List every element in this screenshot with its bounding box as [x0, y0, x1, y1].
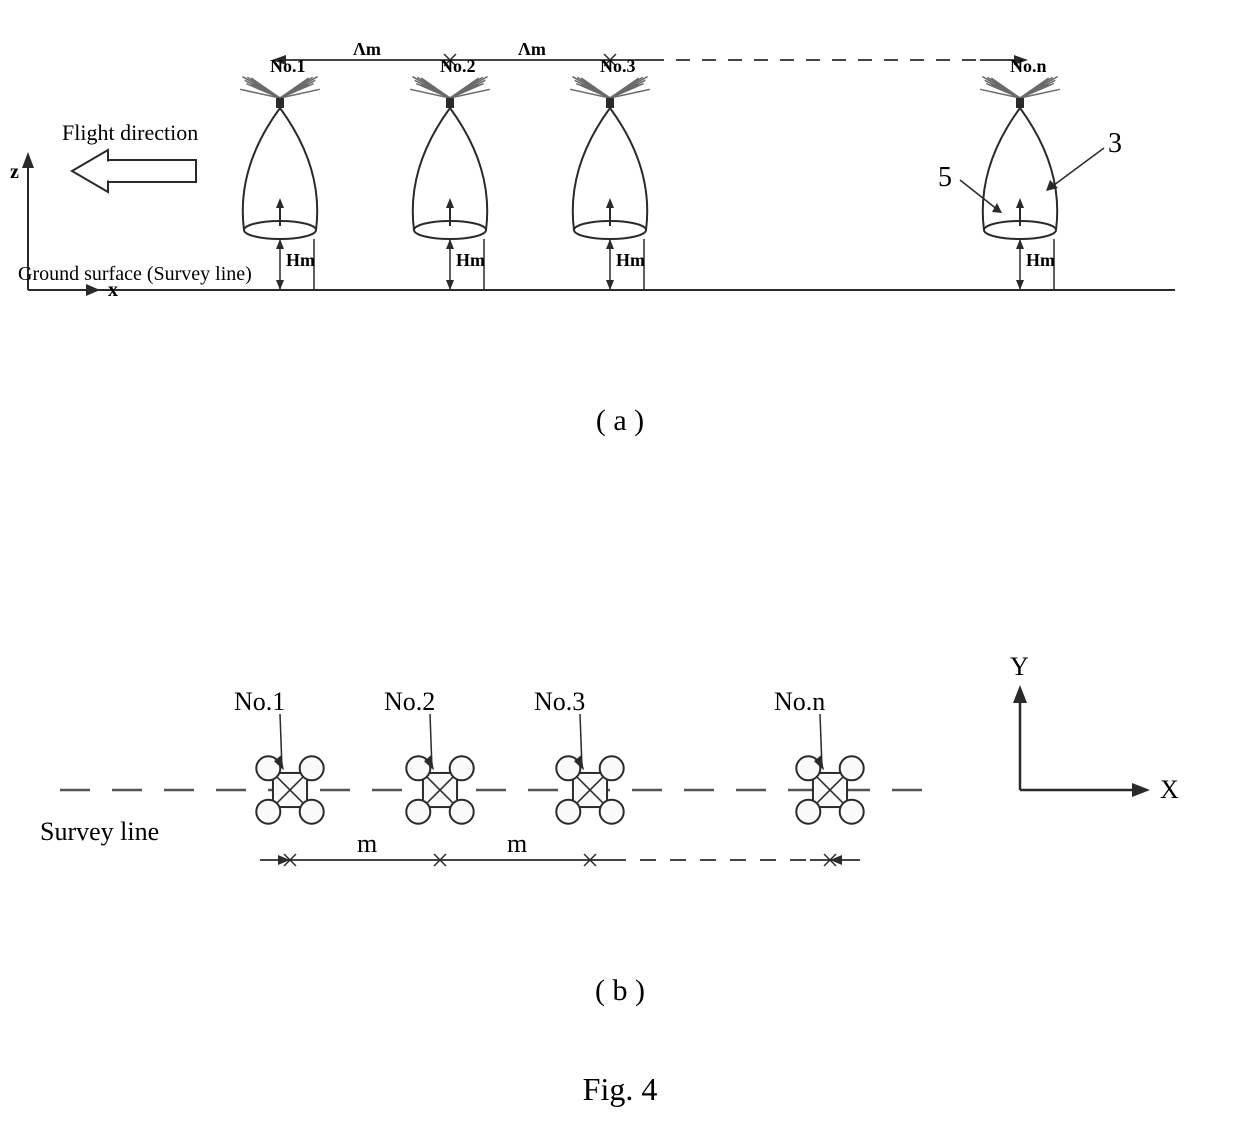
drone-top-3: No.3: [534, 687, 624, 824]
flight-direction-label: Flight direction: [62, 120, 198, 145]
axis-x-label: X: [1160, 775, 1179, 804]
drone-side-1: No.1 Hm: [240, 56, 320, 290]
top-dim-label: Λm: [518, 39, 546, 59]
drone-top-1: No.1: [234, 687, 324, 824]
top-dim-label: Λm: [353, 39, 381, 59]
drone-label: No.1: [270, 56, 306, 76]
height-label: Hm: [286, 250, 315, 270]
drone-label: No.n: [774, 687, 825, 716]
dim-label: m: [507, 829, 527, 858]
drone-label: No.1: [234, 687, 285, 716]
subfigure-b-label: ( b ): [595, 974, 645, 1007]
height-label: Hm: [616, 250, 645, 270]
axis-z-label: z: [10, 161, 19, 183]
drone-label: No.2: [440, 56, 476, 76]
drone-top-2: No.2: [384, 687, 474, 824]
ground-surface-label: Ground surface (Survey line): [18, 263, 252, 285]
height-label: Hm: [456, 250, 485, 270]
drone-side-4: No.n Hm: [980, 56, 1060, 290]
height-label: Hm: [1026, 250, 1055, 270]
callout-3: 3: [1108, 128, 1122, 159]
axes-xy: Y X: [1010, 652, 1179, 804]
drone-label: No.n: [1010, 56, 1047, 76]
drone-side-3: No.3 Hm: [570, 56, 650, 290]
survey-line-label: Survey line: [40, 817, 159, 846]
drone-side-2: No.2 Hm: [410, 56, 490, 290]
flight-direction-arrow: [72, 150, 196, 192]
subfigure-a-label: ( a ): [596, 404, 644, 437]
drone-top-4: No.n: [774, 687, 864, 824]
axis-y-label: Y: [1010, 652, 1029, 681]
dim-label: m: [357, 829, 377, 858]
drone-label: No.3: [600, 56, 636, 76]
callout-5: 5: [938, 162, 952, 193]
drone-label: No.3: [534, 687, 585, 716]
drone-label: No.2: [384, 687, 435, 716]
figure-label: Fig. 4: [583, 1071, 658, 1107]
